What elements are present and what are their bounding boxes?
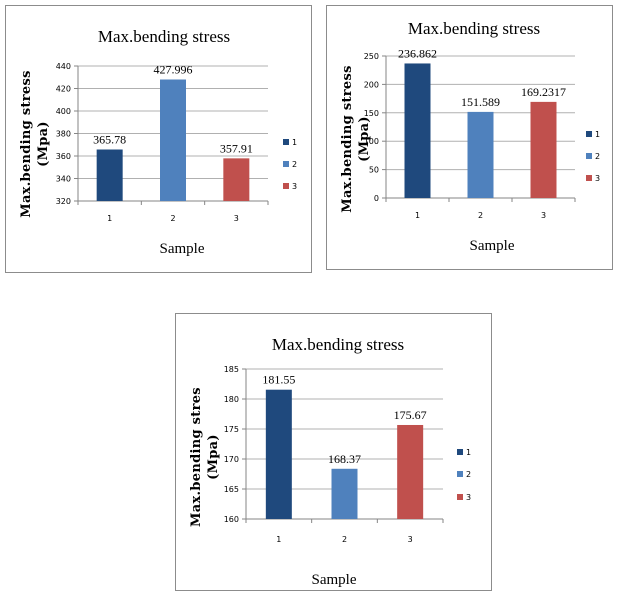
- x-axis-label: Sample: [160, 241, 205, 257]
- data-label-3: 169.2317: [521, 85, 566, 99]
- y-tick-label: 340: [56, 175, 71, 184]
- y-tick-label: 380: [56, 130, 71, 139]
- legend-label-3: 3: [466, 493, 471, 502]
- chart-title: Max.bending stress: [408, 19, 540, 38]
- y-axis-unit: (Mpa): [357, 116, 372, 162]
- y-tick-label: 165: [224, 485, 239, 494]
- legend-label-1: 1: [595, 130, 600, 139]
- y-tick-label: 200: [364, 80, 379, 89]
- bar-1: [96, 149, 123, 201]
- legend-label-1: 1: [292, 138, 297, 147]
- y-tick-label: 180: [224, 395, 239, 404]
- y-tick-label: 170: [224, 455, 239, 464]
- legend-swatch-3: [457, 494, 463, 500]
- y-axis-label: Max.bending stres: [189, 387, 204, 527]
- y-axis-label: Max.bending stress: [19, 70, 34, 217]
- data-label-3: 357.91: [220, 141, 253, 155]
- data-label-1: 181.55: [262, 373, 295, 387]
- y-tick-label: 440: [56, 62, 71, 71]
- data-label-1: 236.862: [398, 46, 437, 60]
- y-axis-unit: (Mpa): [206, 434, 221, 480]
- legend-label-3: 3: [595, 174, 600, 183]
- legend-label-3: 3: [292, 182, 297, 191]
- data-label-2: 427.996: [154, 63, 193, 77]
- y-tick-label: 160: [224, 515, 239, 524]
- y-tick-label: 150: [364, 109, 379, 118]
- legend-label-1: 1: [466, 448, 471, 457]
- legend-swatch-1: [457, 449, 463, 455]
- bar-3: [223, 158, 250, 201]
- y-tick-label: 400: [56, 107, 71, 116]
- y-tick-label: 360: [56, 152, 71, 161]
- y-axis-unit: (Mpa): [36, 121, 51, 167]
- data-label-1: 365.78: [93, 132, 126, 146]
- bar-1: [404, 63, 431, 198]
- legend-swatch-1: [283, 139, 289, 145]
- bar-2: [467, 111, 494, 198]
- legend-swatch-2: [283, 161, 289, 167]
- x-tick-label: 1: [276, 535, 281, 544]
- y-tick-label: 0: [374, 194, 379, 203]
- x-tick-label: 3: [408, 535, 413, 544]
- y-tick-label: 100: [364, 137, 379, 146]
- x-tick-label: 3: [541, 211, 546, 220]
- chart-panel-2: Max.bending stress Max.bending stress (Mpa…: [326, 5, 613, 270]
- x-tick-label: 2: [478, 211, 483, 220]
- x-tick-label: 1: [107, 214, 112, 223]
- y-axis-label: Max.bending stress: [340, 65, 355, 212]
- legend-label-2: 2: [292, 160, 297, 169]
- bar-3: [530, 101, 557, 198]
- data-label-2: 168.37: [328, 452, 361, 466]
- x-tick-label: 3: [234, 214, 239, 223]
- chart-panel-3: Max.bending stress Max.bending stres (Mpa)…: [175, 313, 492, 591]
- chart-title: Max.bending stress: [98, 27, 230, 46]
- legend-swatch-3: [283, 183, 289, 189]
- x-tick-label: 1: [415, 211, 420, 220]
- legend-swatch-1: [586, 131, 592, 137]
- legend-swatch-2: [586, 153, 592, 159]
- y-tick-label: 320: [56, 197, 71, 206]
- bar-2: [331, 468, 358, 519]
- y-tick-label: 185: [224, 365, 239, 374]
- y-tick-label: 50: [369, 166, 379, 175]
- data-label-3: 175.67: [394, 408, 427, 422]
- x-tick-label: 2: [342, 535, 347, 544]
- bar-chart-3: Max.bending stress Max.bending stres (Mpa)…: [189, 335, 471, 588]
- y-tick-label: 175: [224, 425, 239, 434]
- y-tick-label: 420: [56, 85, 71, 94]
- x-tick-label: 2: [170, 214, 175, 223]
- chart-title: Max.bending stress: [272, 335, 404, 354]
- legend-label-2: 2: [466, 470, 471, 479]
- legend-swatch-3: [586, 175, 592, 181]
- legend-swatch-2: [457, 471, 463, 477]
- chart-panel-1: Max.bending stress Max.bending stress (Mpa…: [5, 5, 312, 273]
- x-axis-label: Sample: [470, 238, 515, 254]
- x-axis-label: Sample: [312, 572, 357, 588]
- data-label-2: 151.589: [461, 95, 500, 109]
- bar-2: [160, 79, 186, 201]
- legend-label-2: 2: [595, 152, 600, 161]
- bar-3: [397, 424, 424, 519]
- y-tick-label: 250: [364, 52, 379, 61]
- bar-1: [265, 389, 292, 519]
